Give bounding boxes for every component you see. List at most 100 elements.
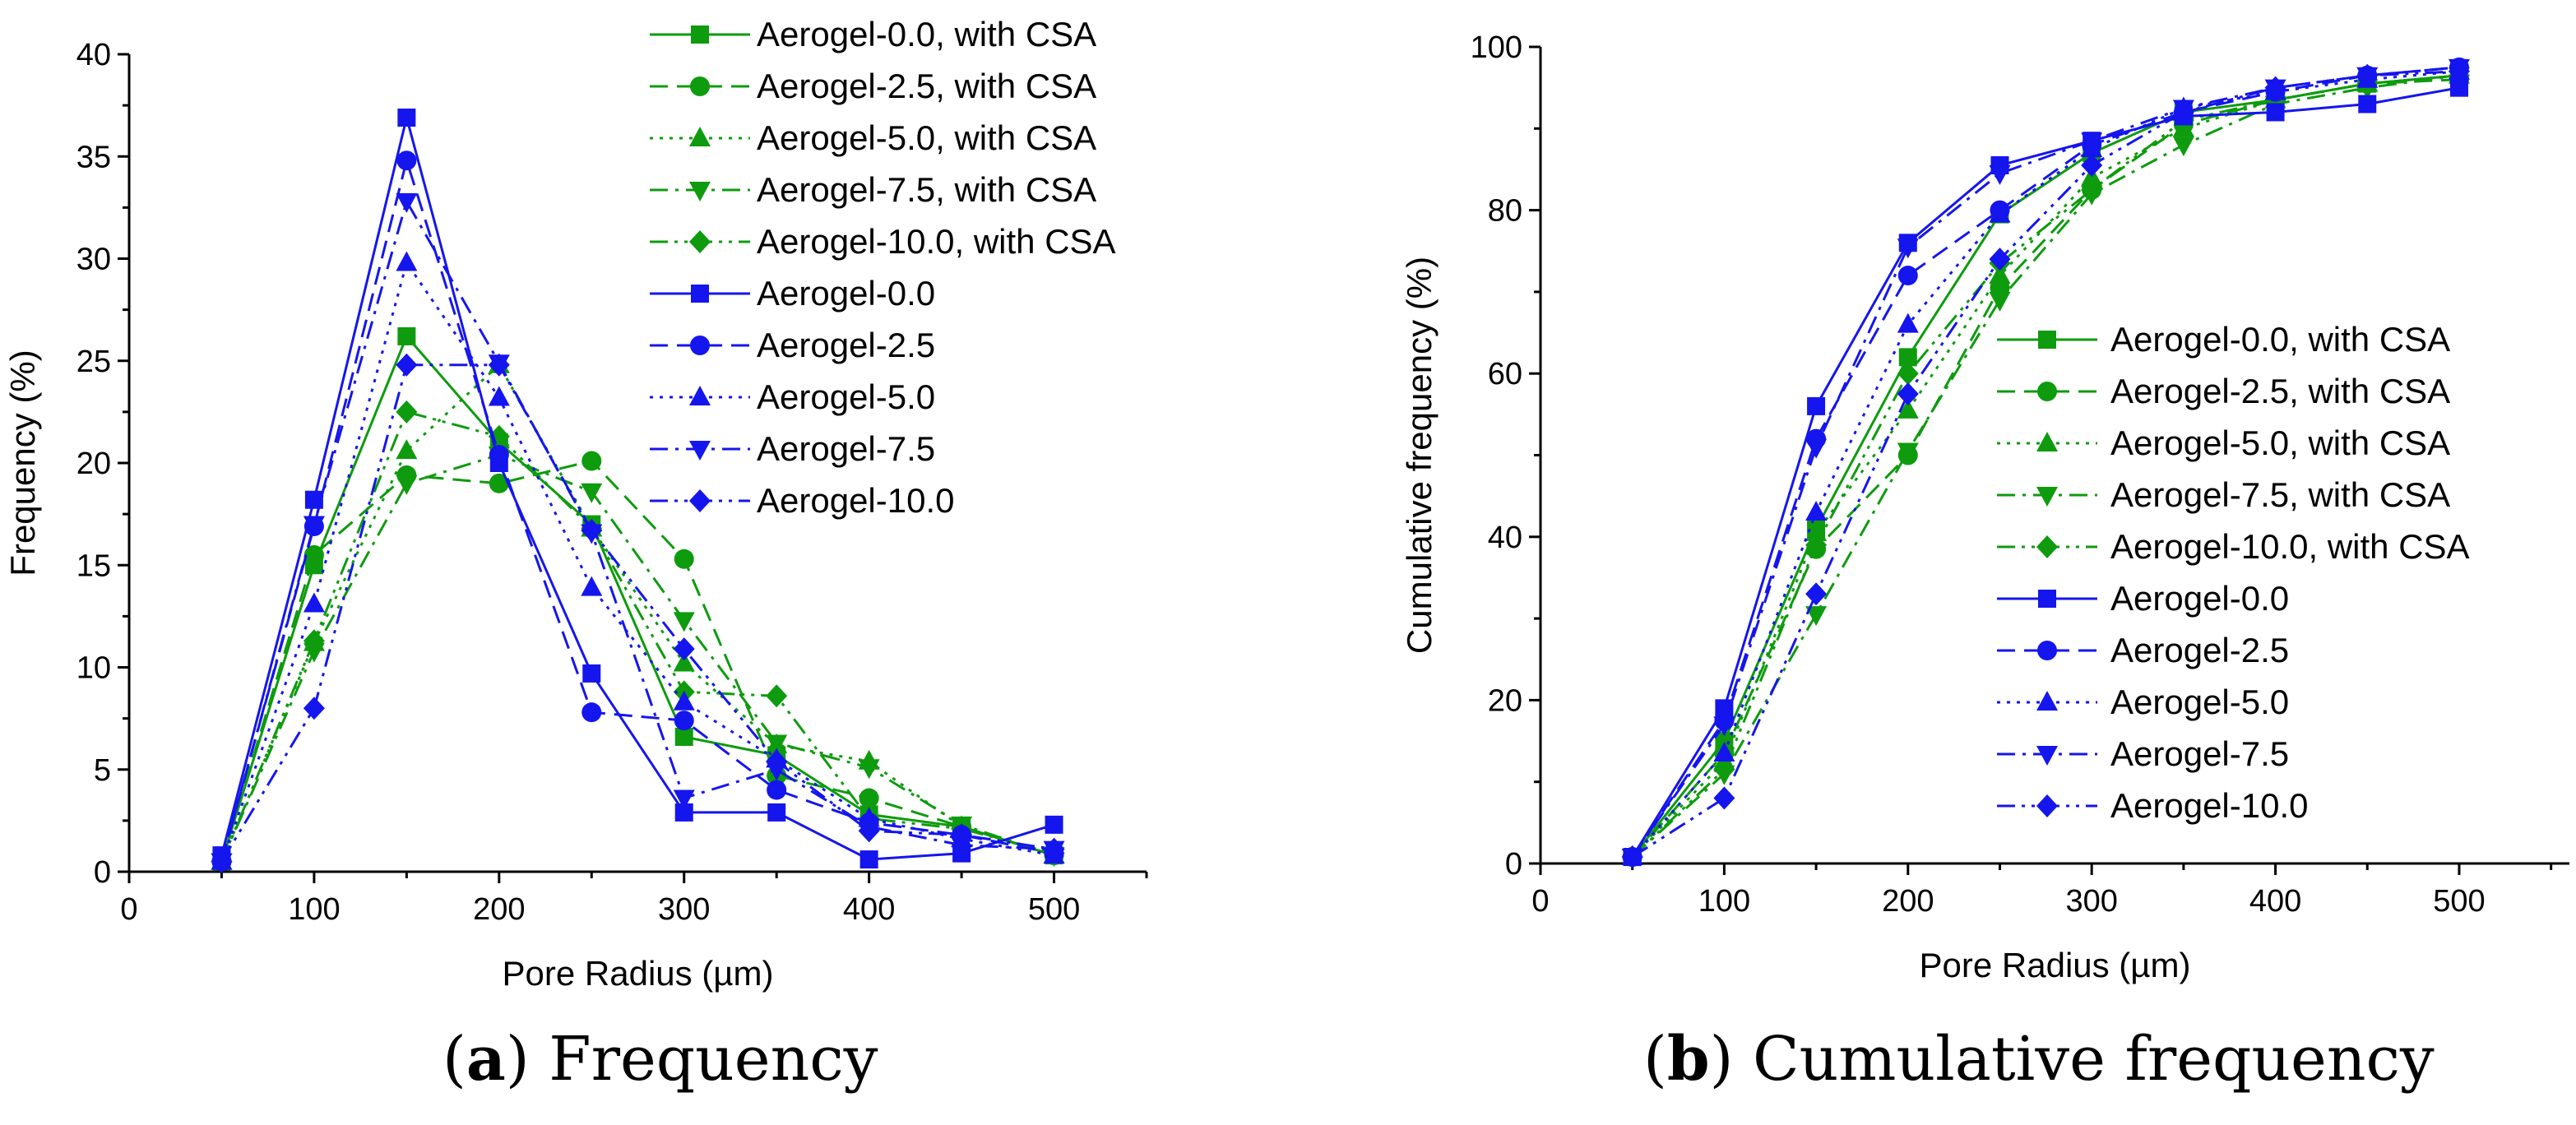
y-tick-label: 60 (1488, 357, 1522, 391)
data-point (673, 789, 695, 810)
series-line (1631, 66, 2460, 858)
data-point (859, 788, 879, 808)
chart-cumulative-frequency: 0 100 200 300 400 500 0 20 40 60 80 100 Pore Radius … (1400, 30, 2569, 984)
data-point (1989, 164, 2011, 185)
data-point (673, 651, 695, 672)
data-point (1897, 362, 1919, 386)
data-point (1897, 442, 1919, 463)
y-tick-label: 15 (76, 549, 111, 583)
data-point (397, 326, 416, 345)
legend-marker (691, 285, 709, 303)
caption-a-text: Frequency (549, 1024, 878, 1095)
data-point (211, 850, 233, 873)
legend-item: Aerogel-5.0 (1997, 683, 2289, 721)
data-point (2081, 132, 2103, 153)
legend-label: Aerogel-2.5, with CSA (757, 67, 1096, 105)
data-point (2172, 137, 2194, 157)
data-point (303, 544, 324, 565)
data-point (1713, 757, 1735, 781)
data-point (1805, 521, 1828, 541)
legend-item: Aerogel-2.5, with CSA (1997, 372, 2450, 410)
y-tick-label: 35 (76, 140, 111, 174)
legend-marker (689, 182, 711, 201)
x-tick-label: 400 (2249, 884, 2301, 919)
data-point (674, 727, 693, 746)
y-tick-label: 25 (76, 345, 111, 379)
series-aerogel-10-0 (1621, 59, 2470, 869)
series-line (220, 363, 1054, 863)
legend-label: Aerogel-0.0, with CSA (757, 15, 1096, 53)
y-tick-label: 40 (1488, 521, 1522, 555)
legend-label: Aerogel-0.0 (2110, 579, 2289, 618)
series-line (1631, 74, 2460, 859)
legend-marker (689, 489, 711, 512)
x-tick-label: 500 (1028, 892, 1080, 927)
data-point (582, 664, 601, 683)
data-point (766, 749, 788, 773)
x-tick-label: 500 (2433, 884, 2485, 919)
series-aerogel-10-0 (211, 353, 1065, 873)
legend-item: Aerogel-7.5, with CSA (1997, 475, 2450, 514)
legend-item: Aerogel-7.5, with CSA (650, 170, 1096, 209)
legend-item: Aerogel-2.5 (1997, 631, 2289, 669)
data-point (1989, 248, 2011, 271)
y-tick-label: 30 (76, 243, 111, 277)
data-point (396, 353, 418, 377)
data-point (951, 836, 973, 857)
data-point (489, 445, 509, 465)
data-point (1805, 533, 1828, 557)
legend-marker (2036, 794, 2058, 817)
legend-marker (2036, 691, 2058, 711)
data-point (1989, 291, 2011, 312)
data-point (1807, 396, 1826, 415)
series-line (1631, 74, 2460, 859)
series-aerogel-5-0 (211, 251, 1065, 870)
legend-label: Aerogel-0.0 (757, 274, 935, 312)
data-point (396, 192, 418, 213)
data-point (2266, 103, 2285, 122)
y-tick-label: 0 (94, 855, 111, 890)
series-line (1631, 70, 2460, 859)
legend-item: Aerogel-10.0 (1997, 786, 2309, 825)
data-point (303, 516, 325, 536)
data-point (1805, 501, 1828, 521)
data-point (1897, 312, 1919, 333)
x-tick-label: 100 (288, 892, 340, 927)
data-point (397, 109, 416, 127)
legend-item: Aerogel-0.0, with CSA (1997, 320, 2450, 359)
x-tick-label: 300 (658, 892, 710, 927)
caption-b-letter: b (1666, 1024, 1710, 1095)
data-point (674, 711, 694, 731)
data-point (396, 400, 418, 424)
legend-item: Aerogel-0.0 (650, 274, 935, 312)
legend-item: Aerogel-5.0 (650, 377, 935, 416)
y-tick-label: 10 (76, 651, 111, 686)
x-tick-label: 0 (120, 892, 137, 927)
x-axis-label: Pore Radius (µm) (1920, 946, 2191, 984)
legend-marker (2036, 535, 2058, 558)
caption-a-suffix: ) (505, 1024, 530, 1095)
data-point (303, 697, 325, 720)
legend: Aerogel-0.0, with CSA Aerogel-2.5, with C… (650, 15, 1116, 520)
data-point (1805, 582, 1828, 606)
data-point (581, 519, 603, 543)
y-tick-label: 20 (76, 447, 111, 481)
data-point (1989, 202, 2011, 223)
caption-b: (b) Cumulative frequency (1643, 1024, 2435, 1095)
data-point (303, 592, 325, 613)
legend-marker (2038, 590, 2056, 608)
data-point (1805, 438, 1828, 459)
legend-marker (691, 25, 709, 44)
data-point (674, 803, 693, 822)
legend-label: Aerogel-7.5 (2110, 734, 2289, 773)
data-point (858, 759, 880, 780)
series-line (220, 453, 1054, 863)
series-line (220, 410, 1054, 863)
data-point (767, 803, 786, 822)
data-point (1897, 398, 1919, 419)
y-tick-label: 80 (1488, 194, 1522, 229)
data-point (858, 819, 880, 843)
data-point (581, 576, 603, 596)
data-point (1713, 786, 1735, 810)
